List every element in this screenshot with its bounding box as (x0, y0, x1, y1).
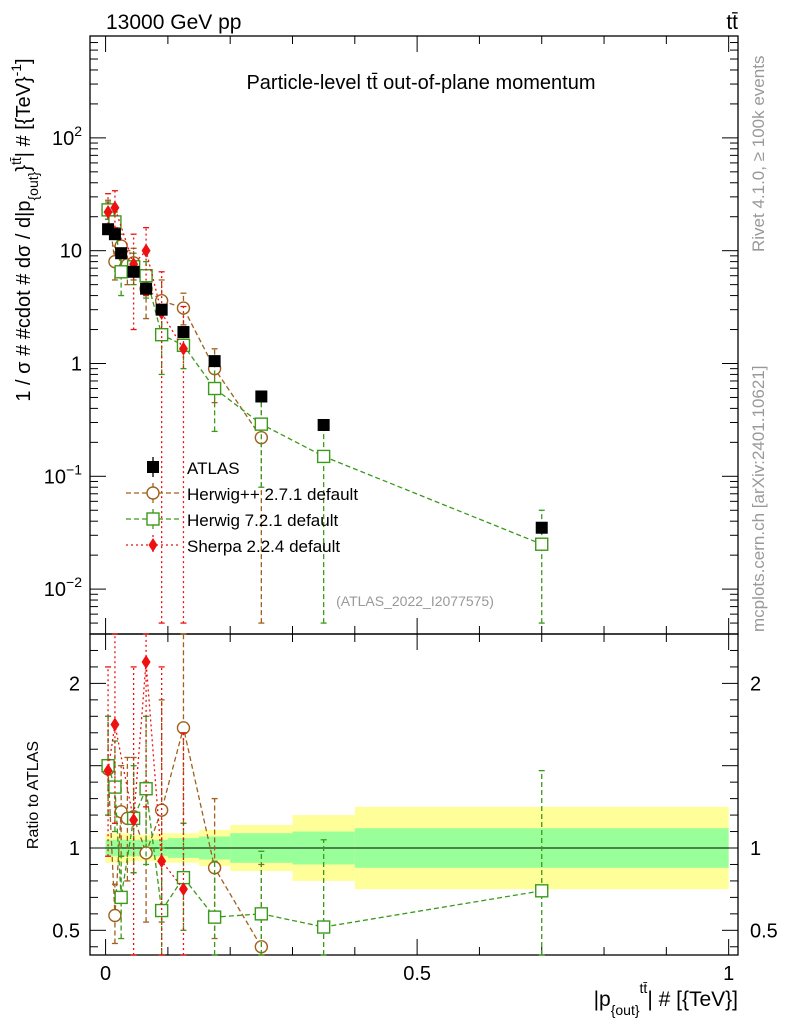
series-main-atlas (102, 223, 548, 534)
legend-marker (147, 461, 159, 473)
y-tick-label: 102 (52, 123, 82, 150)
data-point (535, 537, 549, 551)
data-point (127, 265, 140, 278)
data-point (155, 303, 168, 316)
data-point (141, 243, 151, 258)
data-point (114, 265, 128, 279)
data-point (141, 654, 151, 669)
rivet-label: Rivet 4.1.0, ≥ 100k events (749, 56, 768, 252)
data-point (103, 763, 113, 778)
data-point (255, 390, 268, 403)
legend-label: ATLAS (187, 459, 240, 478)
x-axis-label-text: |p{out}tt̄| # [{TeV}] (594, 980, 738, 1018)
series-line (107, 209, 262, 439)
series-line (107, 727, 262, 948)
y-axis-label: 1 / σ # #cdot # dσ / d|p{out}}tt̄| # [{T… (8, 58, 41, 401)
data-point (108, 228, 121, 241)
x-tick-label: 1 (723, 963, 734, 985)
ratio-plot-frame (89, 633, 739, 956)
data-point (208, 355, 221, 368)
legend-marker (148, 538, 158, 552)
y-tick-label: 10 (60, 241, 82, 263)
ratio-y-tick-label-right: 2 (750, 673, 761, 695)
legend-label: Herwig++ 2.7.1 default (187, 485, 358, 504)
legend-marker (146, 512, 160, 526)
series-main-herwig (101, 201, 549, 624)
legend-label: Herwig 7.2.1 default (187, 511, 338, 530)
data-point (254, 417, 269, 431)
data-point (103, 205, 113, 220)
data-point (154, 327, 169, 342)
data-point (317, 418, 330, 431)
ratio-y-tick-label: 1 (69, 838, 80, 860)
data-point (177, 326, 190, 339)
y-axis-label-text: 1 / σ # #cdot # dσ / d|p{out}}tt̄| # [{T… (8, 58, 41, 401)
legend: ATLAS Herwig++ 2.7.1 default Herwig 7.2.1 … (126, 457, 358, 556)
series-line (107, 765, 542, 928)
ratio-y-tick-label: 2 (69, 673, 80, 695)
data-point (316, 449, 331, 464)
series-main-herwig (101, 199, 269, 624)
data-point (207, 381, 222, 396)
analysis-watermark: (ATLAS_2022_I2077575) (336, 593, 494, 609)
series-ratio-sherpa (103, 633, 188, 956)
y-tick-label: 10−1 (44, 461, 82, 488)
data-point (207, 910, 222, 924)
data-point (115, 247, 128, 260)
header-left: 13000 GeV pp (106, 11, 241, 34)
header-right: tt̄ (726, 11, 738, 34)
data-point (176, 721, 191, 735)
data-point (535, 521, 548, 534)
ratio-ylabel: Ratio to ATLAS (25, 741, 42, 849)
ratio-y-tick-label-right: 0.5 (750, 920, 778, 942)
data-point (129, 813, 139, 828)
y-tick-label: 1 (71, 353, 82, 375)
y-tick-label: 10−2 (44, 574, 82, 601)
data-point (178, 341, 188, 356)
data-point (108, 908, 122, 923)
chart-title: Particle-level tt̄ out-of-plane momentum (246, 72, 595, 94)
data-point (110, 717, 120, 732)
data-point (139, 782, 153, 796)
data-point (110, 200, 120, 215)
x-axis-label: |p{out}tt̄| # [{TeV}] (594, 980, 738, 1018)
series-ratio-herwig (101, 633, 269, 956)
data-point (254, 907, 269, 921)
x-tick-label: 0 (100, 963, 111, 985)
legend-label: Sherpa 2.2.4 default (187, 537, 340, 556)
data-point (140, 282, 153, 295)
x-tick-label: 0.5 (403, 963, 431, 985)
ratio-y-tick-label: 0.5 (52, 920, 80, 942)
data-point (114, 890, 128, 905)
data-point (157, 854, 167, 869)
ratio-y-tick-label-right: 1 (750, 838, 761, 860)
data-point (316, 920, 331, 934)
data-point (535, 884, 549, 898)
mcplots-label: mcplots.cern.ch [arXiv:2401.10621] (749, 366, 768, 632)
legend-marker (146, 486, 160, 500)
data-point (178, 882, 188, 897)
